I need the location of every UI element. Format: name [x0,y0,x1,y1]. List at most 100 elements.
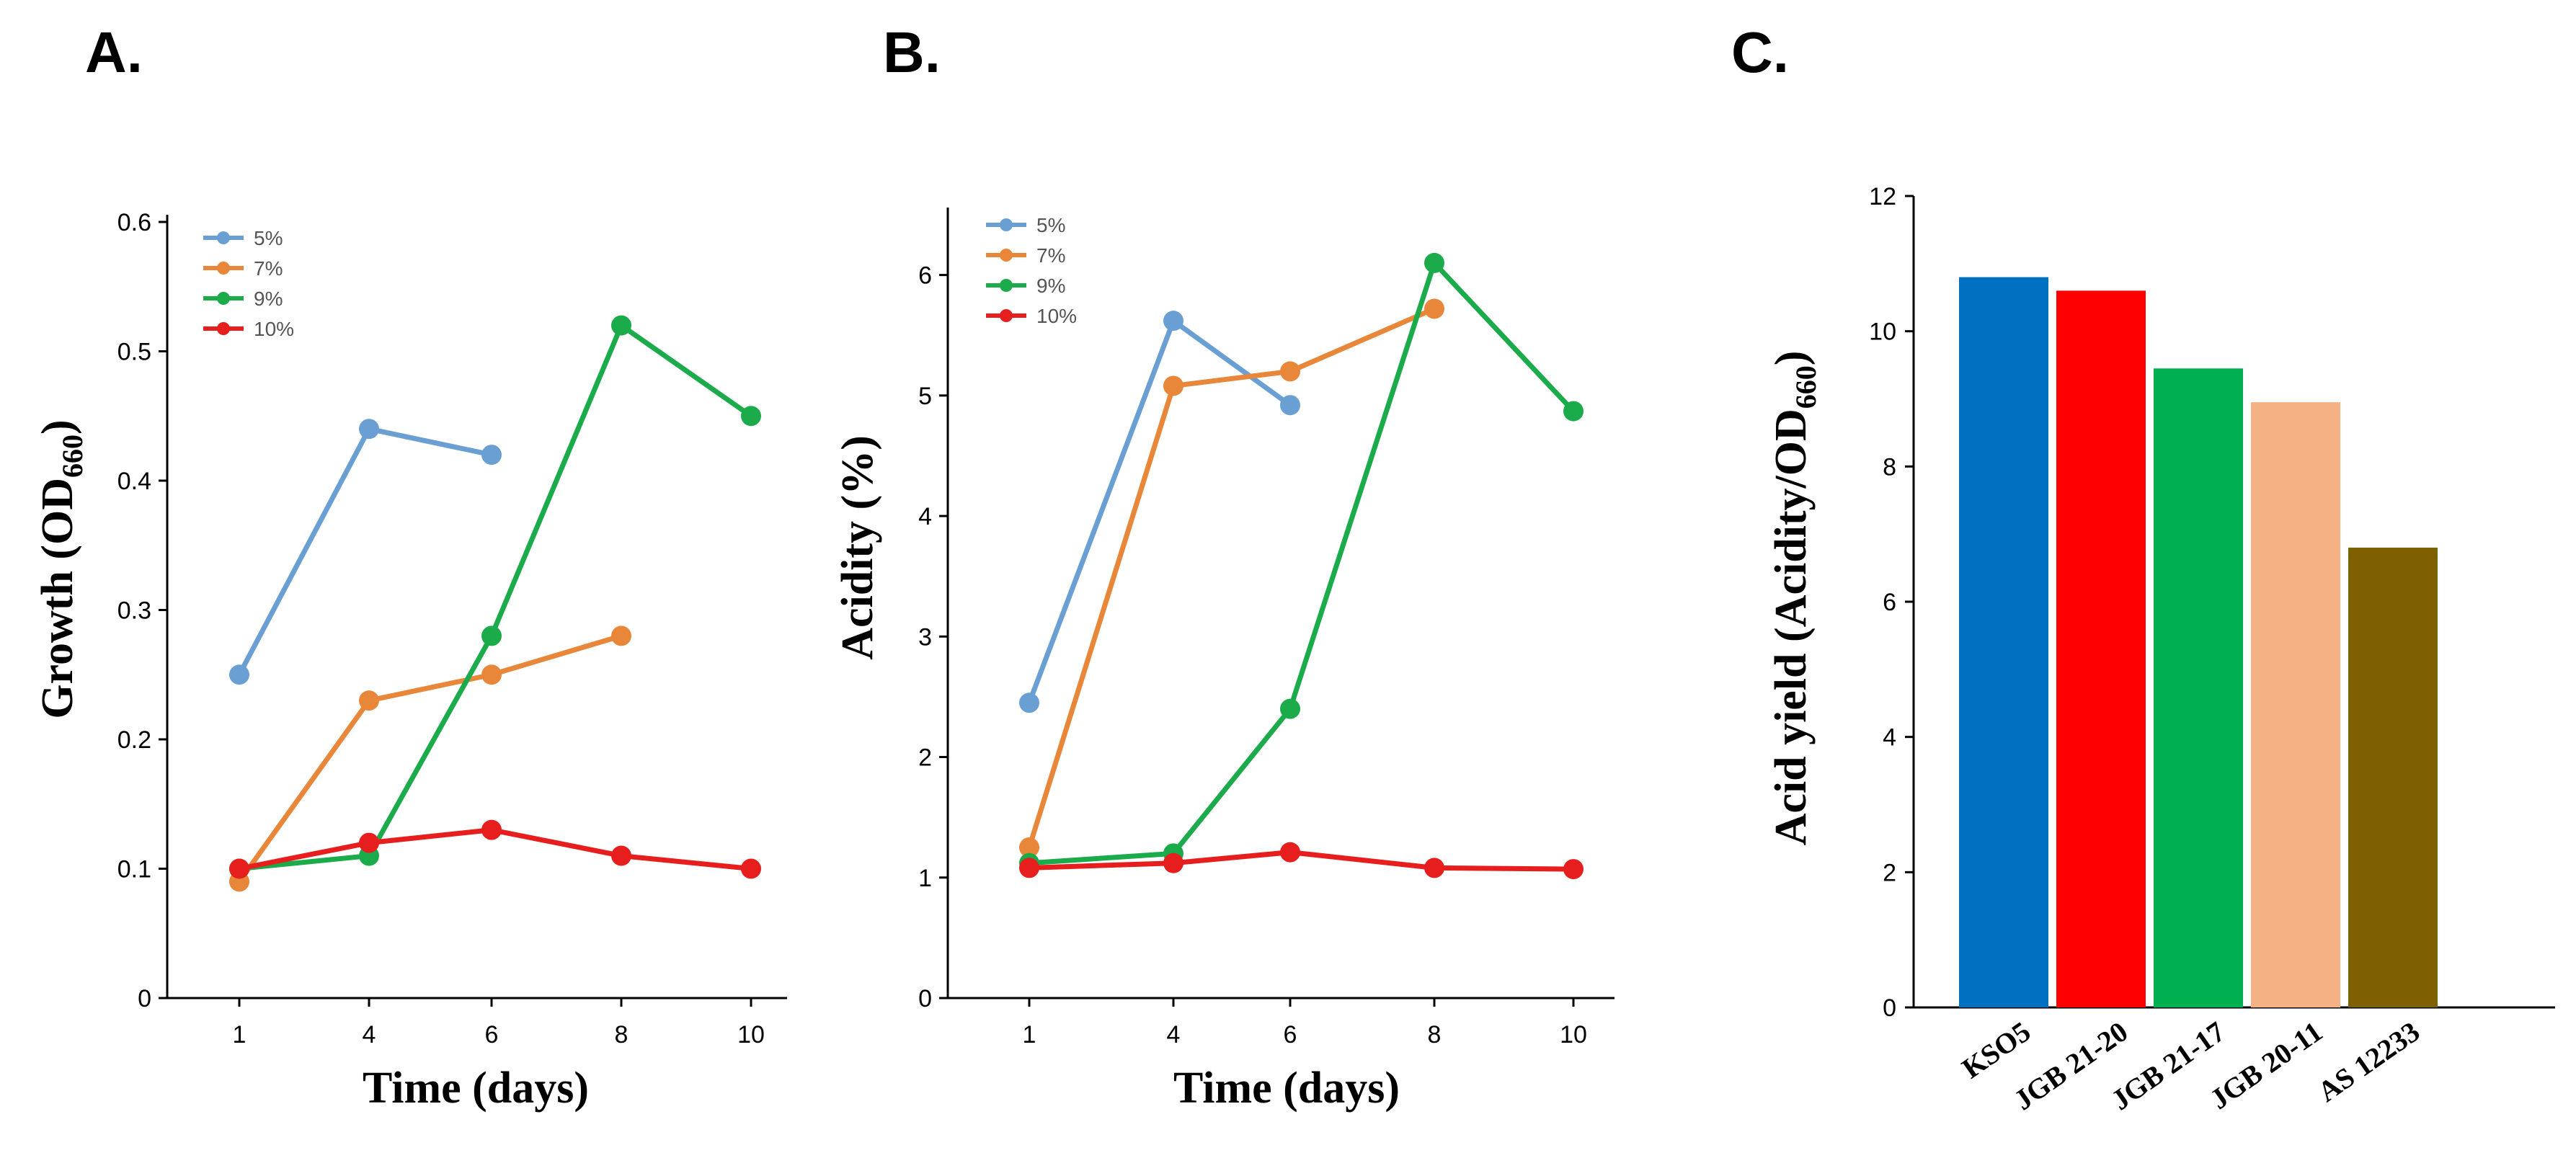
legend-marker-0 [1000,218,1013,231]
y-tick-label: 3 [918,623,932,651]
data-point [1019,858,1039,878]
acid-yield-y-title-main: Acid yield (Acidity/OD [1767,409,1816,845]
series-line-1 [237,633,623,883]
bar-4 [2348,547,2438,1007]
data-point [1280,698,1300,719]
growth-y-title-main: Growth (OD [33,478,82,719]
y-tick-label: 0.3 [117,597,151,625]
data-point [1280,842,1300,863]
acidity-series [1019,252,1584,880]
data-point [481,445,502,466]
data-point [359,690,379,711]
x-tick-label: 6 [485,1021,499,1048]
x-tick-label: 10 [737,1021,765,1048]
data-point [1424,298,1444,319]
legend-marker-3 [1000,309,1013,322]
data-point [1280,361,1300,382]
legend-marker-2 [1000,279,1013,292]
x-tick-label: 8 [615,1021,629,1048]
category-label: KSO5 [1956,1015,2036,1085]
panel-letter-b: B. [883,20,941,84]
y-tick-label: 0.2 [117,726,151,754]
y-tick-label: 10 [1869,319,1896,346]
legend-label-1: 7% [1036,244,1065,267]
data-point [229,858,249,879]
data-point [481,664,502,685]
acid-yield-y-title-sub: 660 [1790,365,1822,409]
bar-1 [2056,290,2146,1007]
legend-marker-1 [217,262,230,275]
legend-label-3: 10% [1036,305,1077,327]
growth-series [229,315,761,892]
data-point [1424,858,1444,878]
series-line-0 [236,426,492,676]
data-point [1019,693,1039,713]
legend-label-0: 5% [1036,214,1065,236]
panel-letter-a: A. [85,20,143,84]
category-label: AS 12233 [2311,1015,2425,1108]
x-tick-label: 1 [233,1021,247,1048]
acidity-y-axis-title: Acidity (%) [833,435,882,660]
bar-3 [2251,402,2340,1007]
data-point [1163,852,1183,873]
legend-label-2: 9% [254,288,283,310]
legend-marker-3 [217,322,230,335]
legend-label-0: 5% [254,227,283,249]
data-point [359,419,379,440]
y-tick-label: 5 [918,383,932,410]
y-tick-label: 4 [918,503,932,530]
data-point [1280,395,1300,416]
legend-marker-2 [217,292,230,305]
legend-label-2: 9% [1036,275,1065,297]
data-point [481,625,502,646]
legend-label-1: 7% [254,257,283,280]
data-point [611,315,631,336]
data-point [1563,859,1584,880]
data-point [1563,401,1584,422]
y-tick-label: 0.6 [117,209,151,236]
data-point [229,664,249,685]
acidity-y-axis: 0 1 2 3 4 5 6 1 4 6 8 10 [918,208,1615,1048]
x-tick-label: 8 [1428,1021,1442,1048]
y-tick-label: 8 [1883,453,1896,481]
x-tick-label: 6 [1284,1021,1297,1048]
acid-yield-y-title-end: ) [1767,351,1816,366]
growth-chart: 0 0.1 0.2 0.3 0.4 0.5 0.6 1 4 6 8 10 5% 7% 9% 10% Time… [33,209,787,1113]
acidity-legend: 5% 7% 9% 10% [986,214,1077,327]
y-tick-label: 0.4 [117,468,151,495]
y-tick-label: 2 [918,744,932,772]
series-line-2 [1029,260,1576,866]
growth-y-axis-title: Growth (OD660) [33,419,89,718]
data-point [1019,837,1039,858]
data-point [1163,311,1183,331]
y-tick-label: 1 [918,865,932,892]
growth-x-axis-title: Time (days) [363,1064,589,1113]
data-point [481,819,502,840]
legend-marker-0 [217,231,230,244]
y-tick-label: 0 [1883,994,1896,1022]
data-point [741,858,761,879]
y-tick-label: 0.5 [117,339,151,366]
bar-0 [1959,277,2048,1008]
series-line-2 [239,323,753,871]
series-line-3 [1029,850,1574,872]
acidity-x-axis-title: Time (days) [1173,1064,1400,1113]
y-tick-label: 0 [918,985,932,1012]
acidity-chart: 0 1 2 3 4 5 6 1 4 6 8 10 5% 7% 9% 10% Time (days) Acid… [833,208,1615,1113]
data-point [1163,375,1183,396]
bar-2 [2154,368,2243,1007]
data-point [741,406,761,427]
panel-letter-c: C. [1731,20,1789,84]
data-point [611,845,631,866]
y-tick-label: 0.1 [117,856,151,883]
x-tick-label: 1 [1023,1021,1036,1048]
x-tick-label: 4 [1167,1021,1181,1048]
legend-label-3: 10% [254,318,294,340]
y-tick-label: 2 [1883,859,1896,886]
y-tick-label: 6 [918,262,932,290]
y-tick-label: 12 [1869,183,1896,210]
x-tick-label: 10 [1560,1021,1587,1048]
